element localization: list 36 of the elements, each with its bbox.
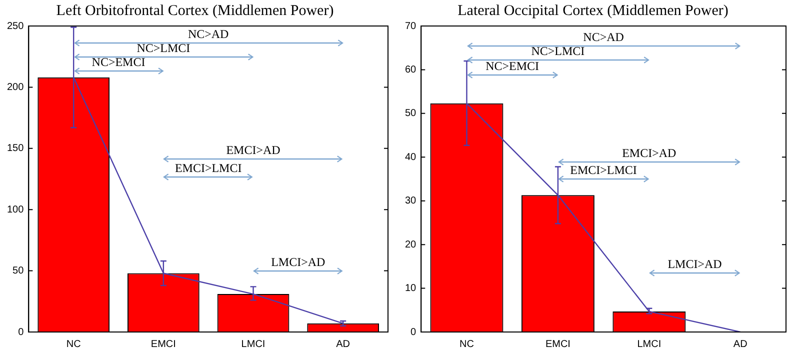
annotation: NC>LMCI: [531, 44, 585, 58]
y-tick-label: 200: [6, 82, 24, 93]
annotation: NC>AD: [188, 27, 229, 42]
x-tick-label: LMCI: [241, 338, 266, 350]
annotation: EMCI>LMCI: [174, 160, 242, 175]
y-tick-label: 150: [6, 143, 24, 154]
chart-title: Left Orbitofrontal Cortex (Middlemen Power): [56, 2, 334, 19]
x-tick-label: NC: [460, 338, 474, 350]
y-tick-label: 250: [6, 20, 24, 32]
y-tick-label: 70: [405, 20, 417, 32]
annotation: LMCI>AD: [668, 256, 722, 271]
y-tick-label: 30: [405, 196, 417, 207]
annotation: NC>EMCI: [486, 59, 540, 74]
x-tick-label: AD: [733, 338, 748, 350]
y-tick-label: 100: [6, 204, 24, 216]
annotation: NC>AD: [583, 30, 624, 44]
y-tick-label: 20: [405, 239, 417, 250]
y-tick-label: 50: [12, 266, 24, 277]
annotation: EMCI>AD: [622, 146, 676, 160]
annotation: EMCI>AD: [226, 143, 280, 158]
x-tick-label: EMCI: [545, 338, 570, 350]
annotation: EMCI>LMCI: [570, 163, 637, 177]
y-tick-label: 0: [18, 326, 24, 338]
annotation: NC>EMCI: [92, 55, 146, 70]
y-tick-label: 60: [405, 64, 417, 76]
x-tick-label: LMCI: [637, 338, 662, 350]
x-tick-label: EMCI: [150, 338, 176, 350]
y-tick-label: 40: [405, 152, 417, 163]
x-tick-label: NC: [66, 338, 81, 350]
annotation: LMCI>AD: [271, 254, 326, 269]
annotation: NC>LMCI: [136, 40, 190, 55]
y-tick-label: 0: [410, 326, 417, 338]
x-tick-label: AD: [336, 338, 350, 350]
chart-title: Lateral Occipital Cortex (Middlemen Power): [458, 2, 728, 19]
y-tick-label: 10: [405, 283, 417, 294]
y-tick-label: 50: [405, 108, 417, 120]
